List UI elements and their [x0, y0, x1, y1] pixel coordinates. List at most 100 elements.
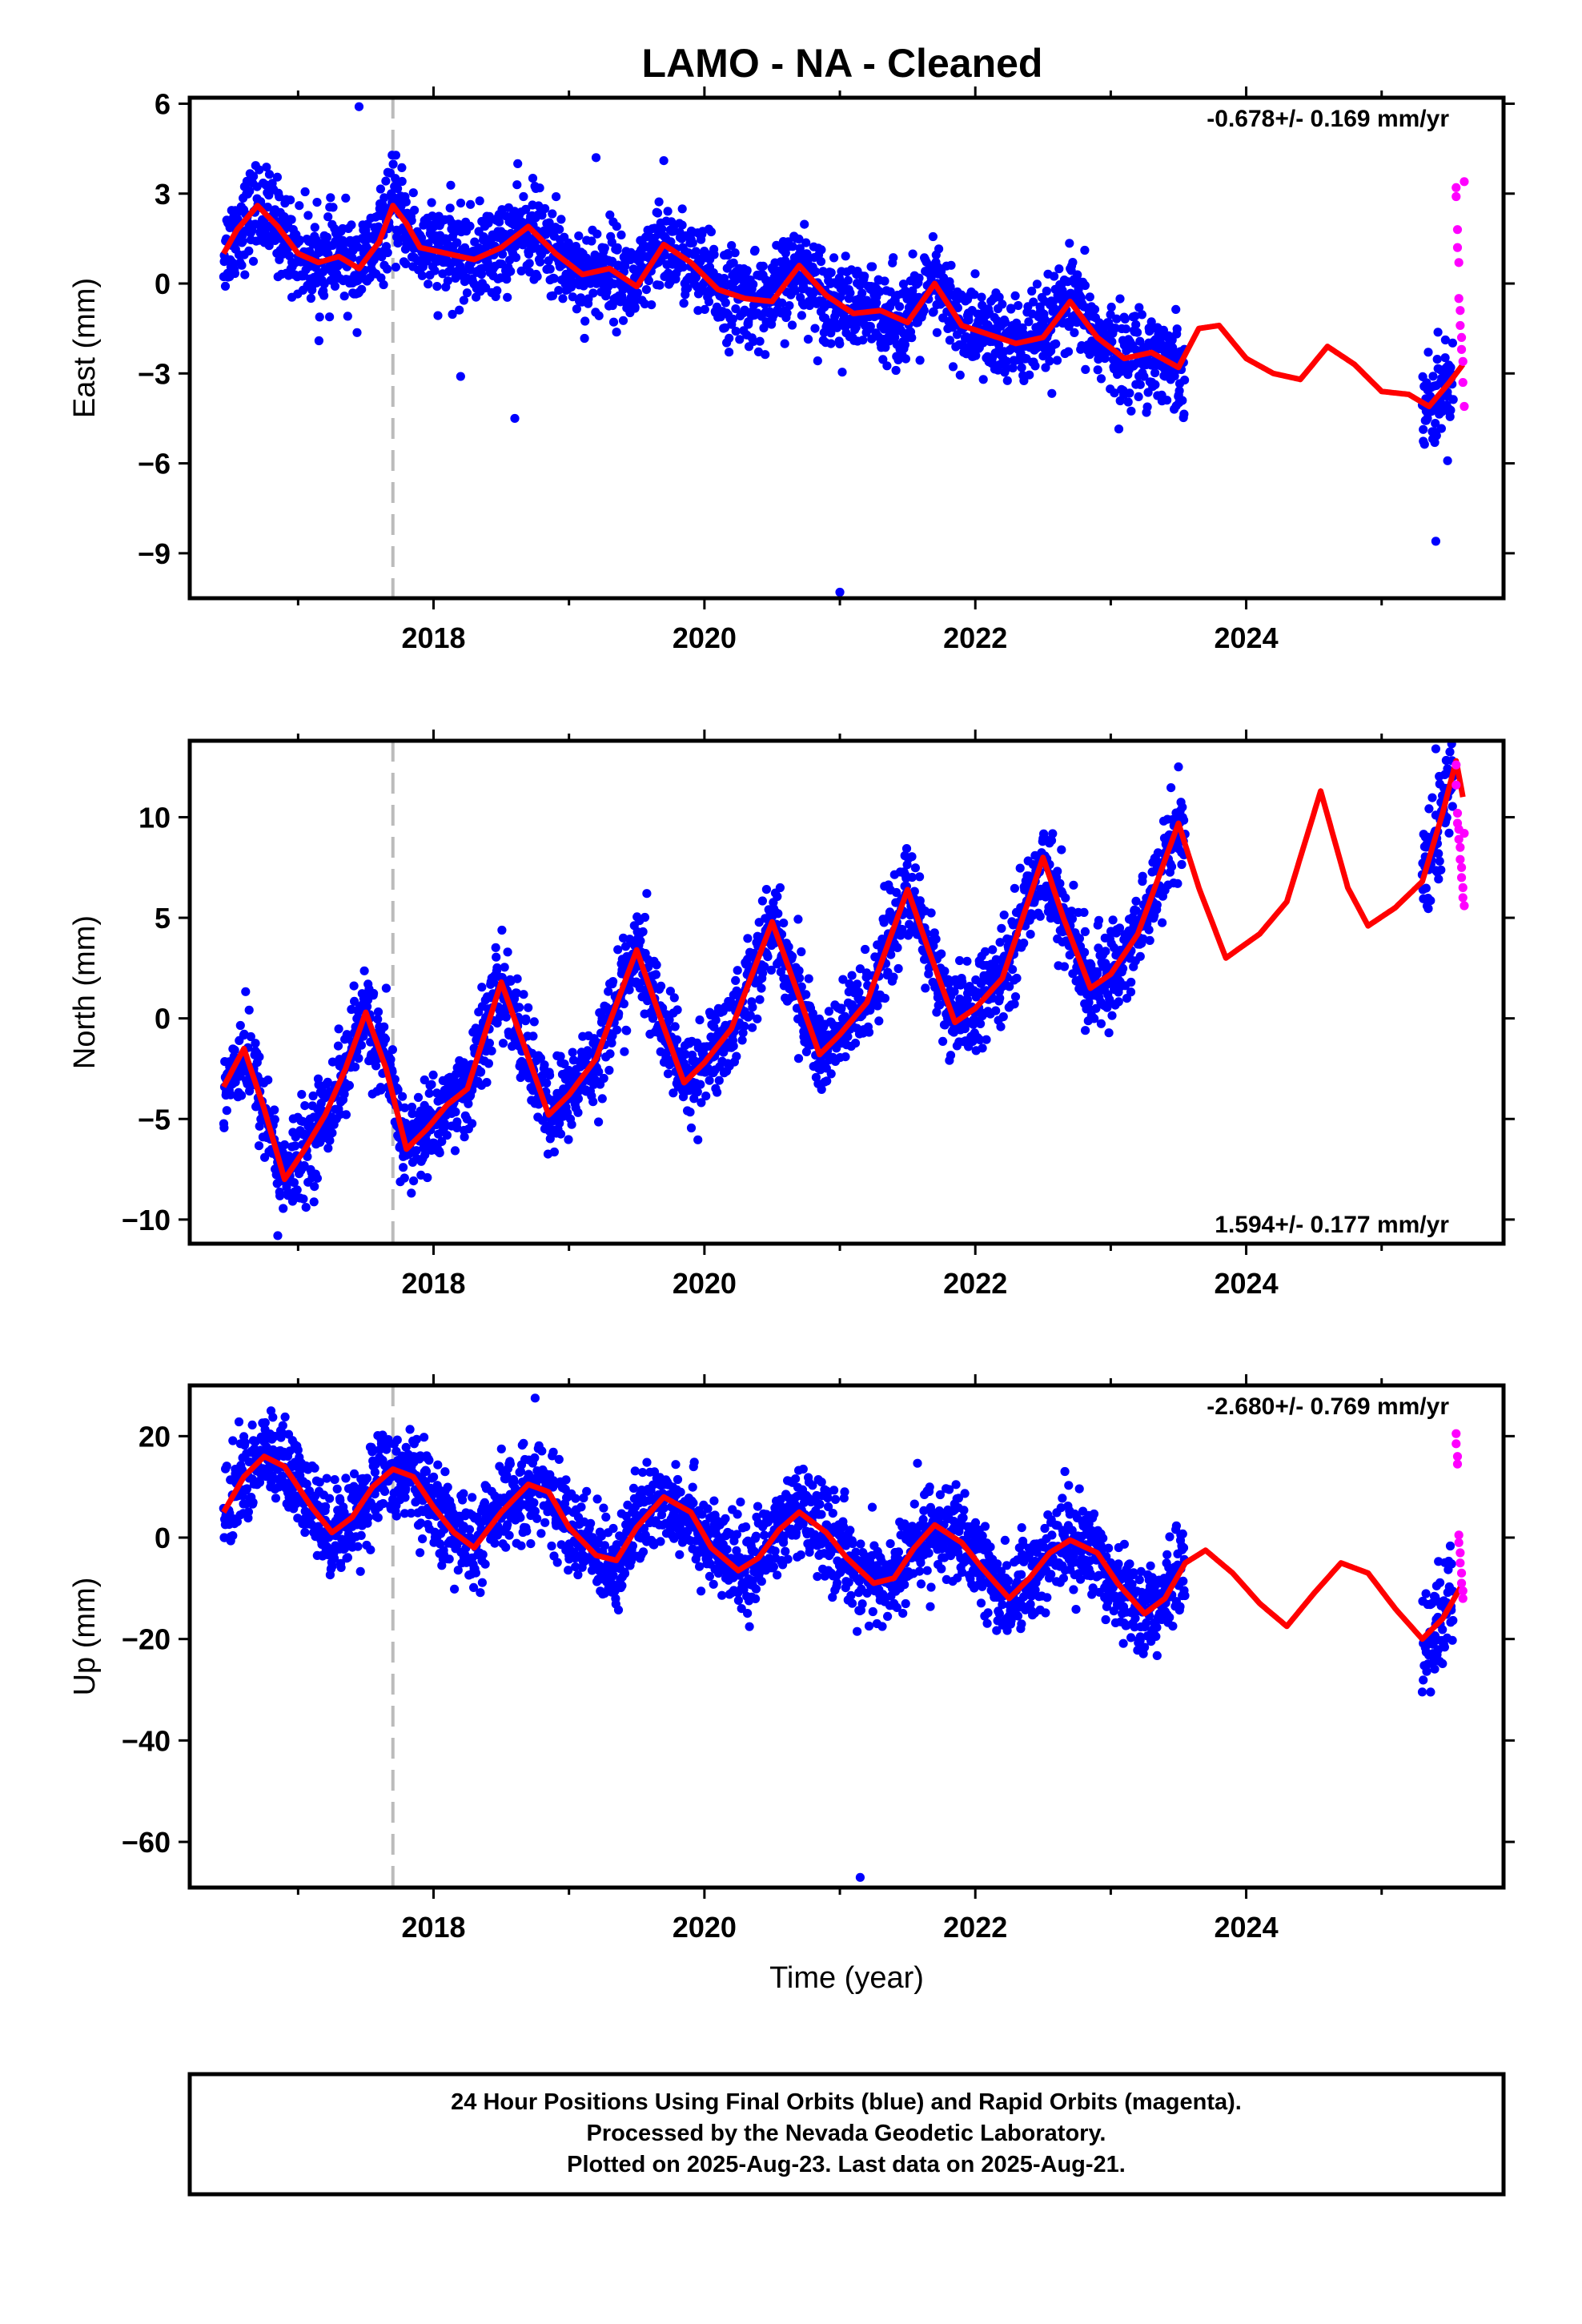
east-final-orbit-point	[688, 238, 697, 247]
north-final-orbit-point	[349, 981, 359, 991]
east-final-orbit-point	[1073, 270, 1082, 279]
east-final-orbit-point	[735, 335, 745, 344]
north-final-orbit-point	[795, 973, 805, 983]
north-final-orbit-point	[731, 975, 741, 985]
east-final-orbit-point	[865, 322, 875, 332]
east-final-orbit-point	[417, 233, 427, 243]
north-final-orbit-point	[235, 1020, 245, 1031]
east-final-orbit-point	[1106, 302, 1116, 312]
north-outlier-point	[273, 1231, 283, 1240]
east-final-orbit-point	[835, 339, 845, 348]
north-final-orbit-point	[292, 1185, 302, 1195]
east-final-orbit-point	[612, 328, 621, 337]
east-final-orbit-point	[512, 180, 522, 190]
north-final-orbit-point	[503, 947, 512, 957]
north-final-orbit-point	[801, 990, 811, 999]
east-final-orbit-point	[1146, 317, 1156, 327]
north-final-orbit-point	[299, 1194, 308, 1204]
east-rapid-orbit-point	[1458, 377, 1468, 388]
north-final-orbit-point	[1048, 829, 1058, 838]
north-final-orbit-point	[1010, 999, 1019, 1009]
east-final-orbit-point	[357, 284, 367, 294]
north-final-orbit-point	[889, 972, 898, 982]
north-final-orbit-point	[560, 1059, 569, 1069]
north-final-orbit-point	[732, 1051, 741, 1061]
east-final-orbit-point	[492, 286, 502, 296]
north-final-orbit-point	[763, 952, 773, 962]
east-final-orbit-point	[1029, 297, 1038, 307]
east-final-orbit-point	[574, 231, 584, 241]
north-final-orbit-point	[226, 1090, 235, 1100]
east-final-orbit-point	[945, 336, 954, 345]
north-final-orbit-point	[263, 1076, 273, 1085]
east-final-orbit-point	[723, 251, 733, 260]
north-final-orbit-point	[350, 996, 359, 1006]
north-final-orbit-point	[766, 965, 777, 975]
east-final-orbit-point	[347, 220, 356, 230]
north-final-orbit-point	[1061, 893, 1070, 903]
east-final-orbit-point	[683, 283, 693, 293]
north-final-orbit-point	[1080, 927, 1090, 936]
east-final-orbit-point	[1110, 388, 1119, 398]
east-final-orbit-point	[868, 262, 877, 271]
east-final-orbit-point	[794, 234, 804, 244]
east-final-orbit-point	[1447, 338, 1457, 348]
east-rapid-orbit-point	[1456, 320, 1465, 331]
north-model-curve	[221, 758, 1466, 1183]
north-final-orbit-point	[545, 1134, 555, 1144]
east-final-orbit-point	[964, 316, 974, 325]
north-final-orbit-point	[1435, 856, 1444, 866]
north-final-orbit-point	[773, 909, 783, 919]
north-final-orbit-point	[797, 982, 806, 991]
east-y-tick-label: −6	[138, 448, 171, 480]
east-final-orbit-point	[233, 215, 243, 224]
north-final-orbit-point	[975, 1035, 985, 1044]
north-final-orbit-point	[817, 1084, 826, 1094]
north-y-tick-label: −5	[138, 1103, 171, 1136]
east-final-orbit-point	[1174, 386, 1184, 396]
north-final-orbit-point	[459, 1058, 468, 1068]
north-final-orbit-point	[826, 1069, 836, 1079]
north-final-orbit-point	[1094, 915, 1104, 925]
north-final-orbit-point	[620, 1047, 629, 1056]
north-final-orbit-point	[779, 919, 789, 928]
east-final-orbit-point	[383, 247, 392, 258]
east-final-orbit-point	[998, 300, 1007, 309]
north-final-orbit-point	[482, 1078, 492, 1088]
east-rapid-orbit-point	[1452, 183, 1461, 192]
east-final-orbit-point	[1114, 424, 1124, 434]
north-final-orbit-point	[793, 915, 803, 924]
east-final-orbit-point	[548, 291, 558, 300]
east-final-orbit-point	[875, 287, 885, 296]
east-final-orbit-point	[1134, 303, 1144, 312]
north-rate-label: 1.594+/- 0.177 mm/yr	[1215, 1212, 1449, 1238]
north-final-orbit-point	[926, 908, 936, 918]
east-final-orbit-point	[790, 286, 800, 296]
north-rapid-orbit-point	[1460, 901, 1469, 911]
north-final-orbit-point	[669, 1088, 678, 1098]
east-rapid-orbit-point	[1454, 294, 1464, 304]
north-final-orbit-point	[738, 1028, 748, 1038]
north-final-orbit-point	[701, 1092, 711, 1101]
north-final-orbit-point	[1434, 849, 1443, 858]
north-final-orbit-point	[980, 947, 990, 956]
north-final-orbit-point	[289, 1178, 299, 1188]
east-final-orbit-point	[720, 323, 730, 332]
north-final-orbit-point	[607, 1038, 616, 1047]
north-final-orbit-point	[761, 885, 772, 895]
north-final-orbit-point	[254, 1141, 264, 1151]
north-final-orbit-point	[1066, 907, 1077, 916]
east-rapid-orbit-point	[1454, 258, 1464, 267]
east-final-orbit-point	[755, 336, 765, 346]
north-final-orbit-point	[748, 1003, 757, 1012]
east-final-orbit-point	[341, 193, 351, 203]
east-rapid-orbit-point	[1456, 306, 1465, 316]
east-y-tick-label: 0	[155, 267, 171, 300]
east-final-orbit-point	[1419, 424, 1428, 434]
up-final-orbit-point	[222, 1462, 231, 1471]
north-final-orbit-point	[222, 1106, 231, 1116]
north-final-orbit-point	[711, 1015, 721, 1025]
north-final-orbit-point	[1434, 875, 1443, 884]
north-final-orbit-point	[400, 1103, 410, 1112]
north-final-orbit-point	[685, 1108, 695, 1117]
